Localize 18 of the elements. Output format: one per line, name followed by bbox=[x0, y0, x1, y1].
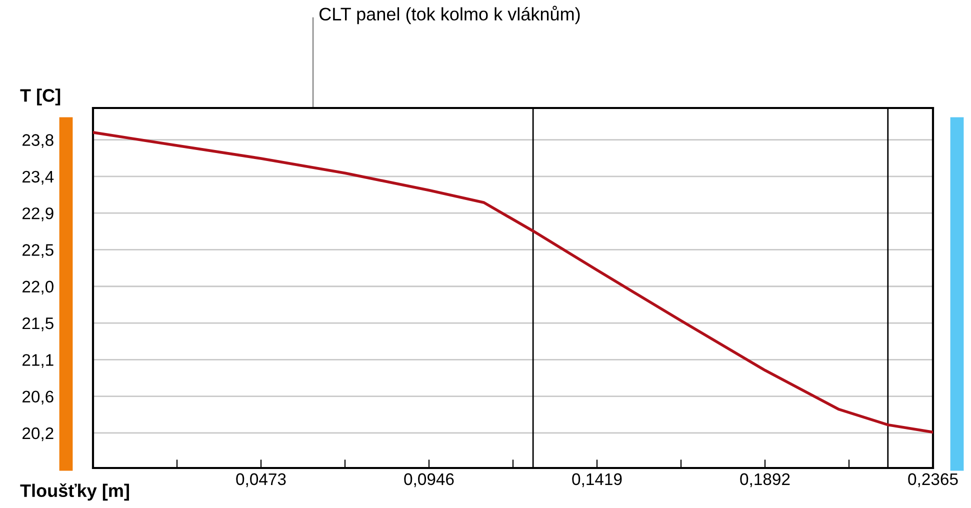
y-tick-label: 22,5 bbox=[22, 244, 54, 258]
x-tick-label: 0,0473 bbox=[236, 473, 286, 488]
y-tick-label: 21,1 bbox=[22, 354, 54, 368]
y-tick-label: 23,8 bbox=[22, 134, 54, 148]
y-tick-label: 22,0 bbox=[22, 280, 54, 295]
x-tick-label: 0,2365 bbox=[908, 473, 958, 488]
y-tick-label: 20,6 bbox=[22, 390, 54, 404]
y-tick-label: 21,5 bbox=[22, 317, 54, 332]
text: CLT panel (tok kolmo k vláknům) bbox=[320, 6, 580, 24]
x-tick-label: 0,1892 bbox=[740, 473, 790, 488]
x-tick-label: 0,1419 bbox=[572, 473, 622, 488]
line-series bbox=[93, 131, 933, 434]
y-tick-label: 22,9 bbox=[22, 207, 54, 222]
x-tick-label: 0,0946 bbox=[404, 473, 454, 488]
x-axis-title: Tloušťky [m] bbox=[20, 483, 129, 501]
y-tick-label: 23,4 bbox=[22, 170, 54, 185]
y-tick-label: 20,2 bbox=[22, 427, 54, 442]
y-axis-title: T [C] bbox=[20, 88, 60, 106]
